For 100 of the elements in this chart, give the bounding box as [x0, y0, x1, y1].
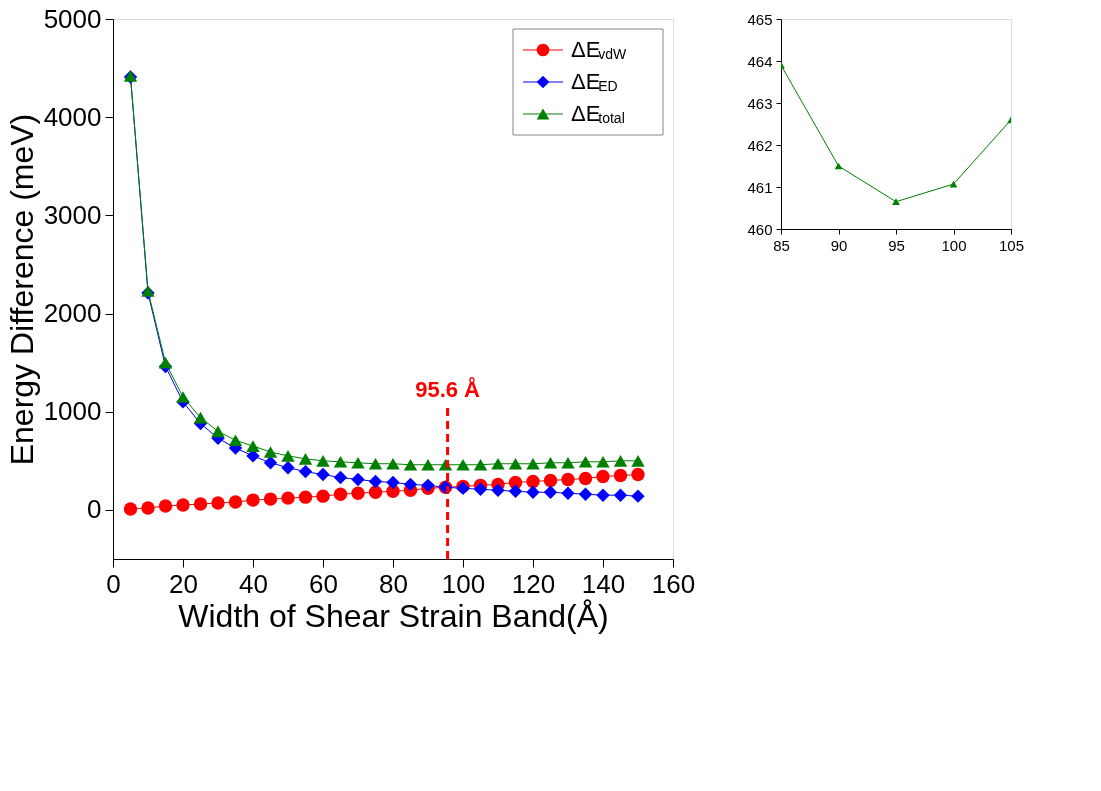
- point: [596, 488, 610, 502]
- point: [526, 485, 540, 499]
- point: [631, 455, 645, 467]
- point: [949, 180, 958, 188]
- point: [333, 487, 348, 501]
- point: [578, 455, 593, 468]
- point: [246, 440, 260, 452]
- point: [351, 486, 365, 500]
- point: [298, 490, 313, 504]
- point: [491, 457, 505, 470]
- point: [333, 470, 348, 485]
- point: [834, 162, 843, 170]
- y-axis-title: Energy Difference (meV): [3, 113, 40, 466]
- point: [211, 496, 225, 510]
- y-tick-label: 461: [747, 178, 773, 196]
- x-tick-label: 100: [941, 236, 967, 254]
- point: [526, 457, 540, 470]
- y-tick-label: 462: [747, 136, 773, 154]
- x-tick-label: 40: [239, 568, 268, 599]
- point: [281, 460, 295, 475]
- point: [403, 477, 418, 492]
- point: [351, 456, 365, 469]
- point: [246, 493, 260, 507]
- point: [561, 486, 575, 500]
- y-tick-label: 2000: [43, 298, 102, 329]
- y-tick-label: 5000: [43, 3, 102, 34]
- x-tick-label: 20: [169, 568, 198, 599]
- y-tick-label: 463: [747, 94, 773, 112]
- point: [403, 458, 418, 471]
- legend-label: ΔEED: [571, 69, 618, 94]
- y-tick-label: 1000: [43, 396, 102, 427]
- point: [386, 457, 400, 470]
- point: [263, 492, 278, 506]
- point: [561, 456, 575, 469]
- point: [158, 356, 173, 369]
- y-tick-label: 464: [747, 52, 773, 70]
- point: [543, 473, 558, 488]
- y-tick-label: 460: [747, 220, 773, 238]
- point: [211, 425, 225, 438]
- point: [421, 458, 435, 471]
- x-tick-label: 60: [309, 568, 338, 599]
- point: [613, 468, 628, 483]
- ref-line-label: 95.6 Å: [415, 375, 481, 402]
- point: [508, 457, 523, 470]
- point: [561, 472, 575, 487]
- x-tick-label: 100: [441, 568, 486, 599]
- x-tick-label: 120: [511, 568, 556, 599]
- point: [368, 457, 383, 470]
- point: [281, 491, 295, 505]
- point: [368, 474, 383, 489]
- y-tick-label: 3000: [43, 199, 102, 230]
- point: [351, 472, 365, 487]
- point: [543, 485, 558, 499]
- point: [456, 458, 470, 471]
- point: [158, 499, 173, 513]
- point: [491, 483, 505, 497]
- point: [508, 484, 523, 498]
- point: [631, 467, 645, 482]
- point: [596, 469, 610, 484]
- point: [543, 456, 558, 469]
- x-axis-title: Width of Shear Strain Band(Å): [178, 597, 609, 634]
- point: [281, 450, 295, 462]
- point: [298, 464, 313, 479]
- point: [578, 471, 593, 486]
- point: [228, 434, 243, 447]
- point: [333, 455, 348, 468]
- point: [298, 453, 313, 465]
- point: [613, 455, 628, 467]
- x-tick-label: 140: [581, 568, 626, 599]
- point: [316, 489, 330, 503]
- x-tick-label: 0: [106, 568, 121, 599]
- y-tick-label: 0: [87, 494, 102, 525]
- point: [193, 497, 208, 511]
- point: [141, 501, 155, 515]
- point: [613, 488, 628, 502]
- point: [316, 455, 330, 467]
- x-tick-label: 160: [651, 568, 696, 599]
- point: [123, 502, 138, 516]
- point: [228, 495, 243, 509]
- point: [473, 482, 488, 496]
- legend-label: ΔEvdW: [571, 37, 628, 62]
- point: [892, 198, 900, 206]
- point: [316, 467, 330, 482]
- x-tick-label: 80: [379, 568, 408, 599]
- legend-label: ΔEtotal: [571, 101, 625, 126]
- point: [263, 456, 278, 470]
- x-tick-label: 95: [888, 236, 905, 254]
- point: [193, 411, 208, 424]
- y-tick-label: 465: [747, 10, 773, 28]
- x-tick-label: 90: [830, 236, 848, 254]
- point: [176, 391, 190, 403]
- point: [596, 455, 610, 468]
- point: [578, 487, 593, 501]
- point: [631, 489, 645, 503]
- y-tick-label: 4000: [43, 101, 102, 132]
- point: [368, 485, 383, 499]
- x-tick-label: 85: [773, 236, 790, 254]
- point: [386, 475, 400, 490]
- point: [473, 458, 488, 471]
- point: [526, 474, 540, 489]
